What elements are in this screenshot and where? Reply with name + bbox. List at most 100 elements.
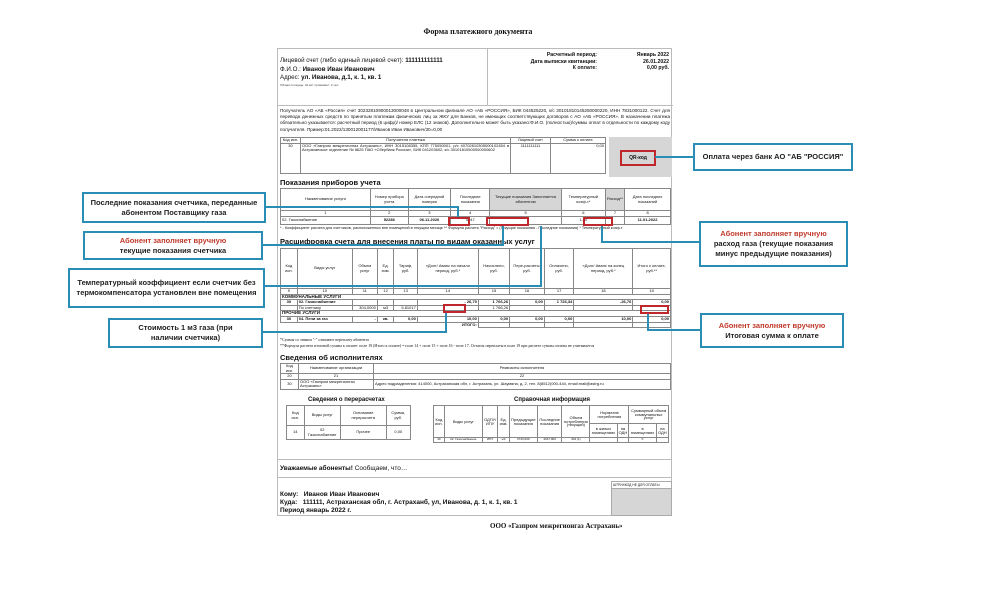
cell: 02. Газоснабжение (443, 437, 483, 443)
callout-total-sum: Абонент заполняет вручную Итоговая сумма … (700, 313, 844, 348)
header-row: Код исп. Виды услуг ОДПУ/ ИПУ Ед. изм. П… (433, 405, 669, 438)
cell: 02. Газоснабжение (280, 215, 371, 225)
note-2: **Формула расчета итоговой суммы к оплат… (280, 342, 595, 348)
where-value: 111111, Астраханская обл, г. Астраханб, … (302, 499, 518, 506)
cell: 4047,000 (536, 437, 563, 443)
cell: м3 (497, 437, 510, 443)
total-cell (543, 321, 575, 329)
table-row: 30 ООО «Газпром межрегионгаз Астрахань», … (280, 142, 606, 174)
where-label: Куда: (280, 499, 298, 506)
current-readings-highlight (486, 217, 529, 226)
col-number: 19 (632, 288, 671, 295)
callout-manual-text: Абонент заполняет вручную (718, 320, 826, 330)
cell: 5,81017 (393, 304, 418, 312)
barcode-label: ШТРИХКОД НЕ ДЛЯ ОПЛАТЫ (612, 482, 671, 489)
col-header: Виды услуг (443, 405, 483, 438)
total-cell (632, 321, 671, 329)
consumption-highlight (583, 217, 613, 226)
table-row: 14 02 Газоснабжение Прочее 0,00 (286, 425, 412, 440)
cell: 0,00 (632, 299, 671, 306)
date-label: Дата выписки квитанции: (530, 58, 597, 65)
payment-table: Код исп. Получатели платежа Лицевой счет Су… (280, 137, 606, 174)
callout-temp-coef: Температурный коэффициент если счетчик б… (68, 268, 265, 308)
connector-total (647, 314, 700, 331)
col-header: Текущие показания Заполняется абонентом (489, 188, 562, 211)
col-header: Расход** (604, 188, 626, 211)
total-highlight (640, 305, 669, 314)
account-label: Лицевой счет (либо единый лицевой счет): (280, 57, 404, 64)
col-header: Оплачено, руб. (543, 248, 575, 289)
cell: 0,00 (550, 142, 606, 174)
col-header: Тариф, руб. (393, 248, 418, 289)
callout-text: Оплата через банк АО "АБ "РОССИЯ" (702, 152, 844, 161)
mail-period-label: Период (280, 507, 305, 514)
table-row: По счетчику 304,0000 м3 5,81017 1 766,26 (280, 304, 671, 312)
callout-consumption: Абонент заполняет вручную расход газа (те… (699, 221, 848, 267)
connector-gas-cost (262, 313, 447, 333)
topay-label: К оплате: (572, 65, 597, 71)
col-number: 18 (573, 288, 634, 295)
period-info: Расчетный период: Январь 2022 Дата выписк… (488, 49, 673, 106)
cell (604, 215, 626, 225)
document-title: Форма платежного документа (423, 27, 533, 36)
recalc-table: Код исп. Виды услуг Основание перерасчета С… (286, 405, 412, 440)
cell: 1111111111 (510, 142, 551, 174)
cell (393, 299, 418, 306)
section-row: КОММУНАЛЬНЫЕ УСЛУГИ (280, 293, 671, 301)
message: Уважаемые абоненты! Сообщаем, что… (280, 465, 407, 472)
col-header: Температурный коэф-т* (560, 188, 606, 211)
payer-info: Лицевой счет (либо единый лицевой счет):… (278, 49, 488, 106)
executors-title: Сведения об исполнителях (280, 353, 383, 362)
total-cell (477, 321, 511, 329)
note-1: *Суммы со знаком "-" означают переплату … (280, 337, 369, 342)
col-header: Начислено, руб. (477, 248, 511, 289)
col-header: Последние показания (536, 405, 563, 438)
section-row: ПРОЧИЕ УСЛУГИ (280, 310, 671, 317)
callout-text: текущие показания счетчика (119, 245, 227, 255)
reference-title: Справочная информация (514, 397, 591, 403)
col-header: Наименование услуги (280, 188, 371, 211)
to-value: Иванов Иван Иванович (303, 491, 380, 498)
cell: 4047 (450, 215, 491, 225)
charges-title: Расшифровка счета для внесения платы по … (280, 237, 535, 246)
col-header: «Долг/ Аванс на начало период, руб.* (416, 248, 479, 289)
cell: 1 726,34 (543, 299, 575, 306)
total-cell (573, 321, 634, 329)
cell: 0,00 (632, 316, 671, 323)
cell: Адрес подразделения: 414000, Астраханска… (373, 378, 671, 390)
cell: 10,00 (573, 316, 634, 323)
cell: 11.01.2022 (624, 215, 671, 225)
subheader-row: в жилых помещениях на ОДН в помещениях н… (434, 423, 670, 438)
payer-address: ул. Иванова, д.1, к. 1, кв. 1 (301, 74, 382, 81)
header-row: Наименование услуги Номер прибора учета Да… (280, 188, 671, 211)
col-header: Ед. изм. (376, 248, 395, 289)
col-number: 11 (351, 288, 378, 295)
message-bold: Уважаемые абоненты! (280, 465, 353, 472)
meters-title: Показания приборов учета (280, 178, 381, 187)
col-header: Итого к оплате, руб.** (632, 248, 671, 289)
col-header: Последние показания (450, 188, 491, 211)
cell: -26,76 (573, 299, 634, 306)
cell (589, 437, 618, 443)
account-number: 111111111111 (405, 57, 443, 64)
cell: 304,0000 (351, 304, 378, 312)
period-value: Январь 2022 (636, 52, 669, 58)
callout-last-readings: Последние показания счетчика, переданные… (82, 192, 266, 223)
cell: ООО «Газпром межрегионгаз Астрахань», ИН… (300, 142, 511, 174)
payment-document: Лицевой счет (либо единый лицевой счет):… (277, 48, 673, 516)
callout-manual-text: Абонент заполняет вручную (119, 235, 227, 245)
connector-current-readings (262, 226, 504, 246)
col-subheader: на ОДН (655, 423, 670, 438)
mail-address: Кому: Иванов Иван Иванович Куда: 111111,… (280, 491, 518, 515)
col-subheader: в жилых помещениях (589, 423, 618, 438)
col-number: 17 (543, 288, 575, 295)
table-row: 30 02. Газоснабжение ИПУ м3 3743,000 4047,000… (433, 437, 670, 443)
payer-name: Иванов Иван Иванович (302, 65, 375, 73)
number-row: 9 10 11 12 13 14 15 16 17 18 19 (280, 288, 671, 295)
cell: 0,00 (385, 425, 412, 440)
charges-notes: *Суммы со знаком "-" означают переплату … (280, 337, 670, 348)
header-row: Код исп. Наименование организации Реквизит… (280, 362, 671, 375)
last-readings-highlight (448, 217, 470, 226)
col-header: «Долг/ Аванс на конец период, руб.* (573, 248, 634, 289)
